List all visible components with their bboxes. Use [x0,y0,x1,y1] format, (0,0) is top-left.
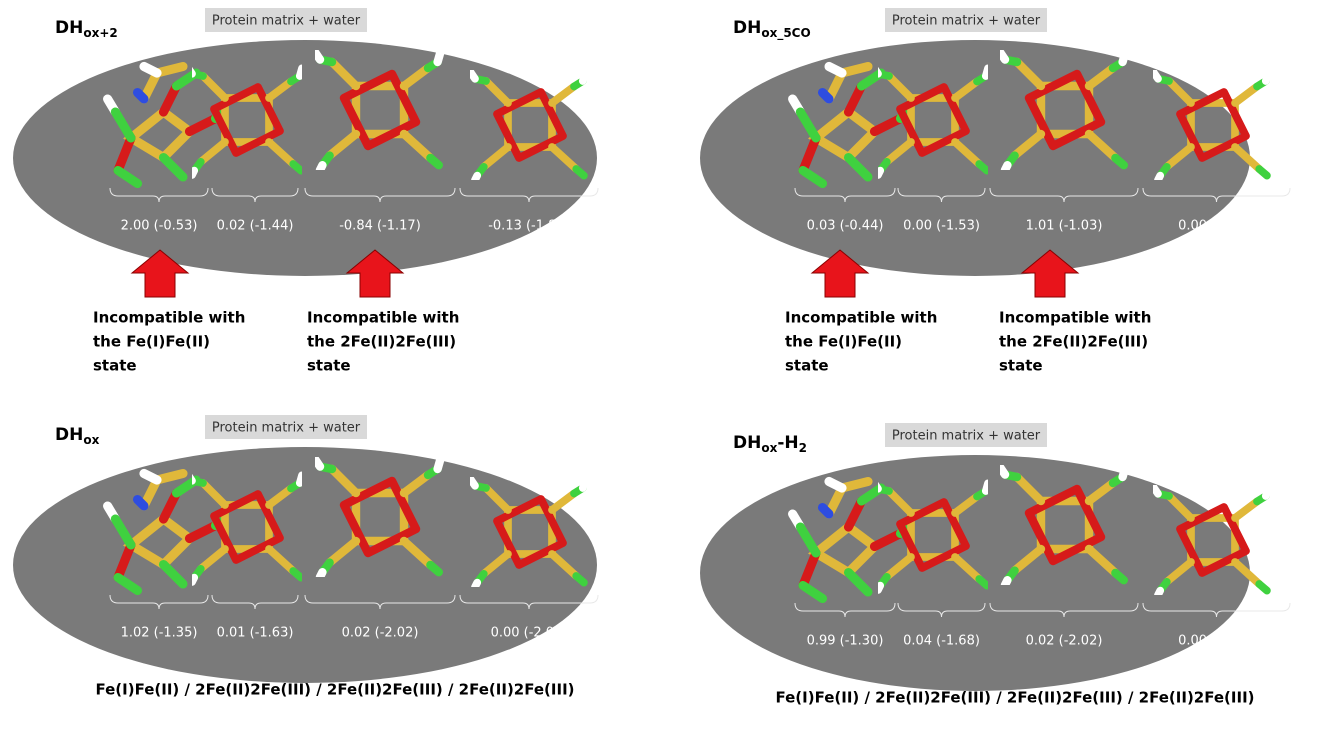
annotation-line: the 2Fe(II)2Fe(III) [307,333,456,351]
panel-title: DHox_5CO [733,18,811,41]
title-part: DH [55,18,83,38]
energy-value: 1.01 (-1.03) [1026,219,1103,234]
title-part: DH [733,433,761,453]
state-footer: Fe(I)Fe(II) / 2Fe(II)2Fe(III) / 2Fe(II)2… [95,681,574,699]
energy-value: 0.01 (-1.63) [217,626,294,641]
annotation-line: state [999,357,1043,375]
matrix-label: Protein matrix + water [212,14,361,29]
energy-value: 2.00 (-0.53) [121,219,198,234]
protein-ellipse [13,447,597,683]
energy-value: 0.02 (-1.44) [217,219,294,234]
annotation-line: the Fe(I)Fe(II) [785,333,902,351]
protein-ellipse [13,40,597,276]
annotation-line: state [785,357,829,375]
panel: Protein matrix + water DHox 1.02 (-1.35) 0.… [13,415,598,699]
energy-value: -0.13 (-1.87) [488,219,570,234]
energy-value: 0.04 (-1.68) [903,634,980,649]
title-part: DH [733,18,761,38]
title-part: 2 [799,441,807,455]
energy-value: 0.03 (-0.44) [807,219,884,234]
annotation-line: the Fe(I)Fe(II) [93,333,210,351]
annotation-line: state [93,357,137,375]
annotation-line: Incompatible with [999,309,1151,327]
annotation-line: Incompatible with [93,309,245,327]
panel-title: DHox [55,425,100,447]
title-part: ox [761,441,777,455]
annotation-line: Incompatible with [785,309,937,327]
title-part: DH [55,425,83,445]
energy-value: 0.00 (-2.01) [1178,634,1255,649]
title-part: ox [83,433,99,447]
panel-title: DHox+2 [55,18,118,40]
energy-value: 0.99 (-1.30) [807,634,884,649]
title-part: ox+2 [83,26,117,40]
annotation-line: the 2Fe(II)2Fe(III) [999,333,1148,351]
panel-title: DHox-H2 [733,433,807,455]
energy-value: 0.00 (-2.00) [1178,219,1255,234]
matrix-label: Protein matrix + water [892,429,1041,444]
annotation-line: state [307,357,351,375]
title-part: ox_5CO [761,26,810,41]
energy-value: 0.02 (-2.02) [1026,634,1103,649]
matrix-label: Protein matrix + water [892,14,1041,29]
energy-value: 1.02 (-1.35) [121,626,198,641]
energy-value: 0.00 (-1.53) [903,219,980,234]
panel: Protein matrix + water DHox_5CO 0.03 (-0.4… [700,8,1290,375]
energy-value: 0.02 (-2.02) [342,626,419,641]
state-footer: Fe(I)Fe(II) / 2Fe(II)2Fe(III) / 2Fe(II)2… [775,689,1254,707]
panel: Protein matrix + water DHox-H2 0.99 (-1.30… [700,423,1290,707]
panel: Protein matrix + water DHox+2 2.00 (-0.53)… [13,8,598,375]
title-part: -H [777,433,798,453]
figure: Protein matrix + waterDHox+22.00 (-0.53)… [0,0,1341,731]
matrix-label: Protein matrix + water [212,421,361,436]
energy-value: 0.00 (-2.01) [491,626,568,641]
annotation-line: Incompatible with [307,309,459,327]
energy-value: -0.84 (-1.17) [339,219,421,234]
